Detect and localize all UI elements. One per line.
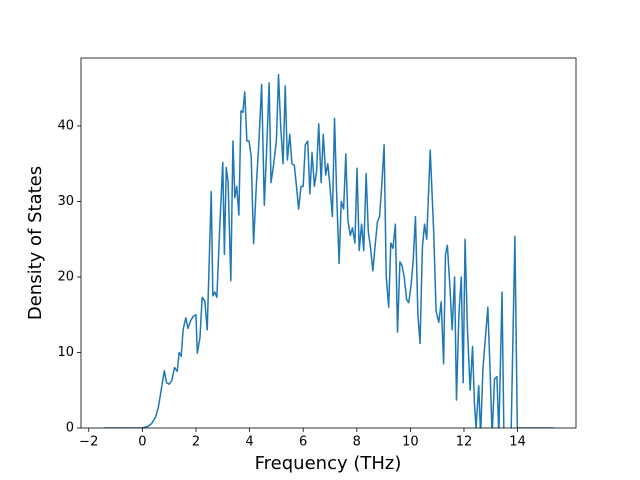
x-tick-label: 8 bbox=[353, 435, 361, 450]
x-tick-label: 10 bbox=[402, 435, 419, 450]
y-tick-label: 20 bbox=[57, 269, 74, 284]
x-tick-label: 0 bbox=[138, 435, 146, 450]
x-tick-label: 2 bbox=[192, 435, 200, 450]
plot-frame bbox=[80, 57, 577, 429]
y-tick-label: 0 bbox=[66, 421, 74, 436]
x-tick-label: 4 bbox=[245, 435, 253, 450]
y-tick-label: 40 bbox=[57, 118, 74, 133]
x-tick-label: −2 bbox=[79, 435, 98, 450]
y-axis-label: Density of States bbox=[25, 166, 46, 320]
line-series bbox=[103, 73, 554, 428]
x-tick-label: 14 bbox=[509, 435, 526, 450]
y-tick-label: 30 bbox=[57, 194, 74, 209]
x-tick-label: 12 bbox=[456, 435, 473, 450]
x-tick-label: 6 bbox=[299, 435, 307, 450]
y-tick-label: 10 bbox=[57, 345, 74, 360]
x-axis-label: Frequency (THz) bbox=[255, 453, 402, 474]
